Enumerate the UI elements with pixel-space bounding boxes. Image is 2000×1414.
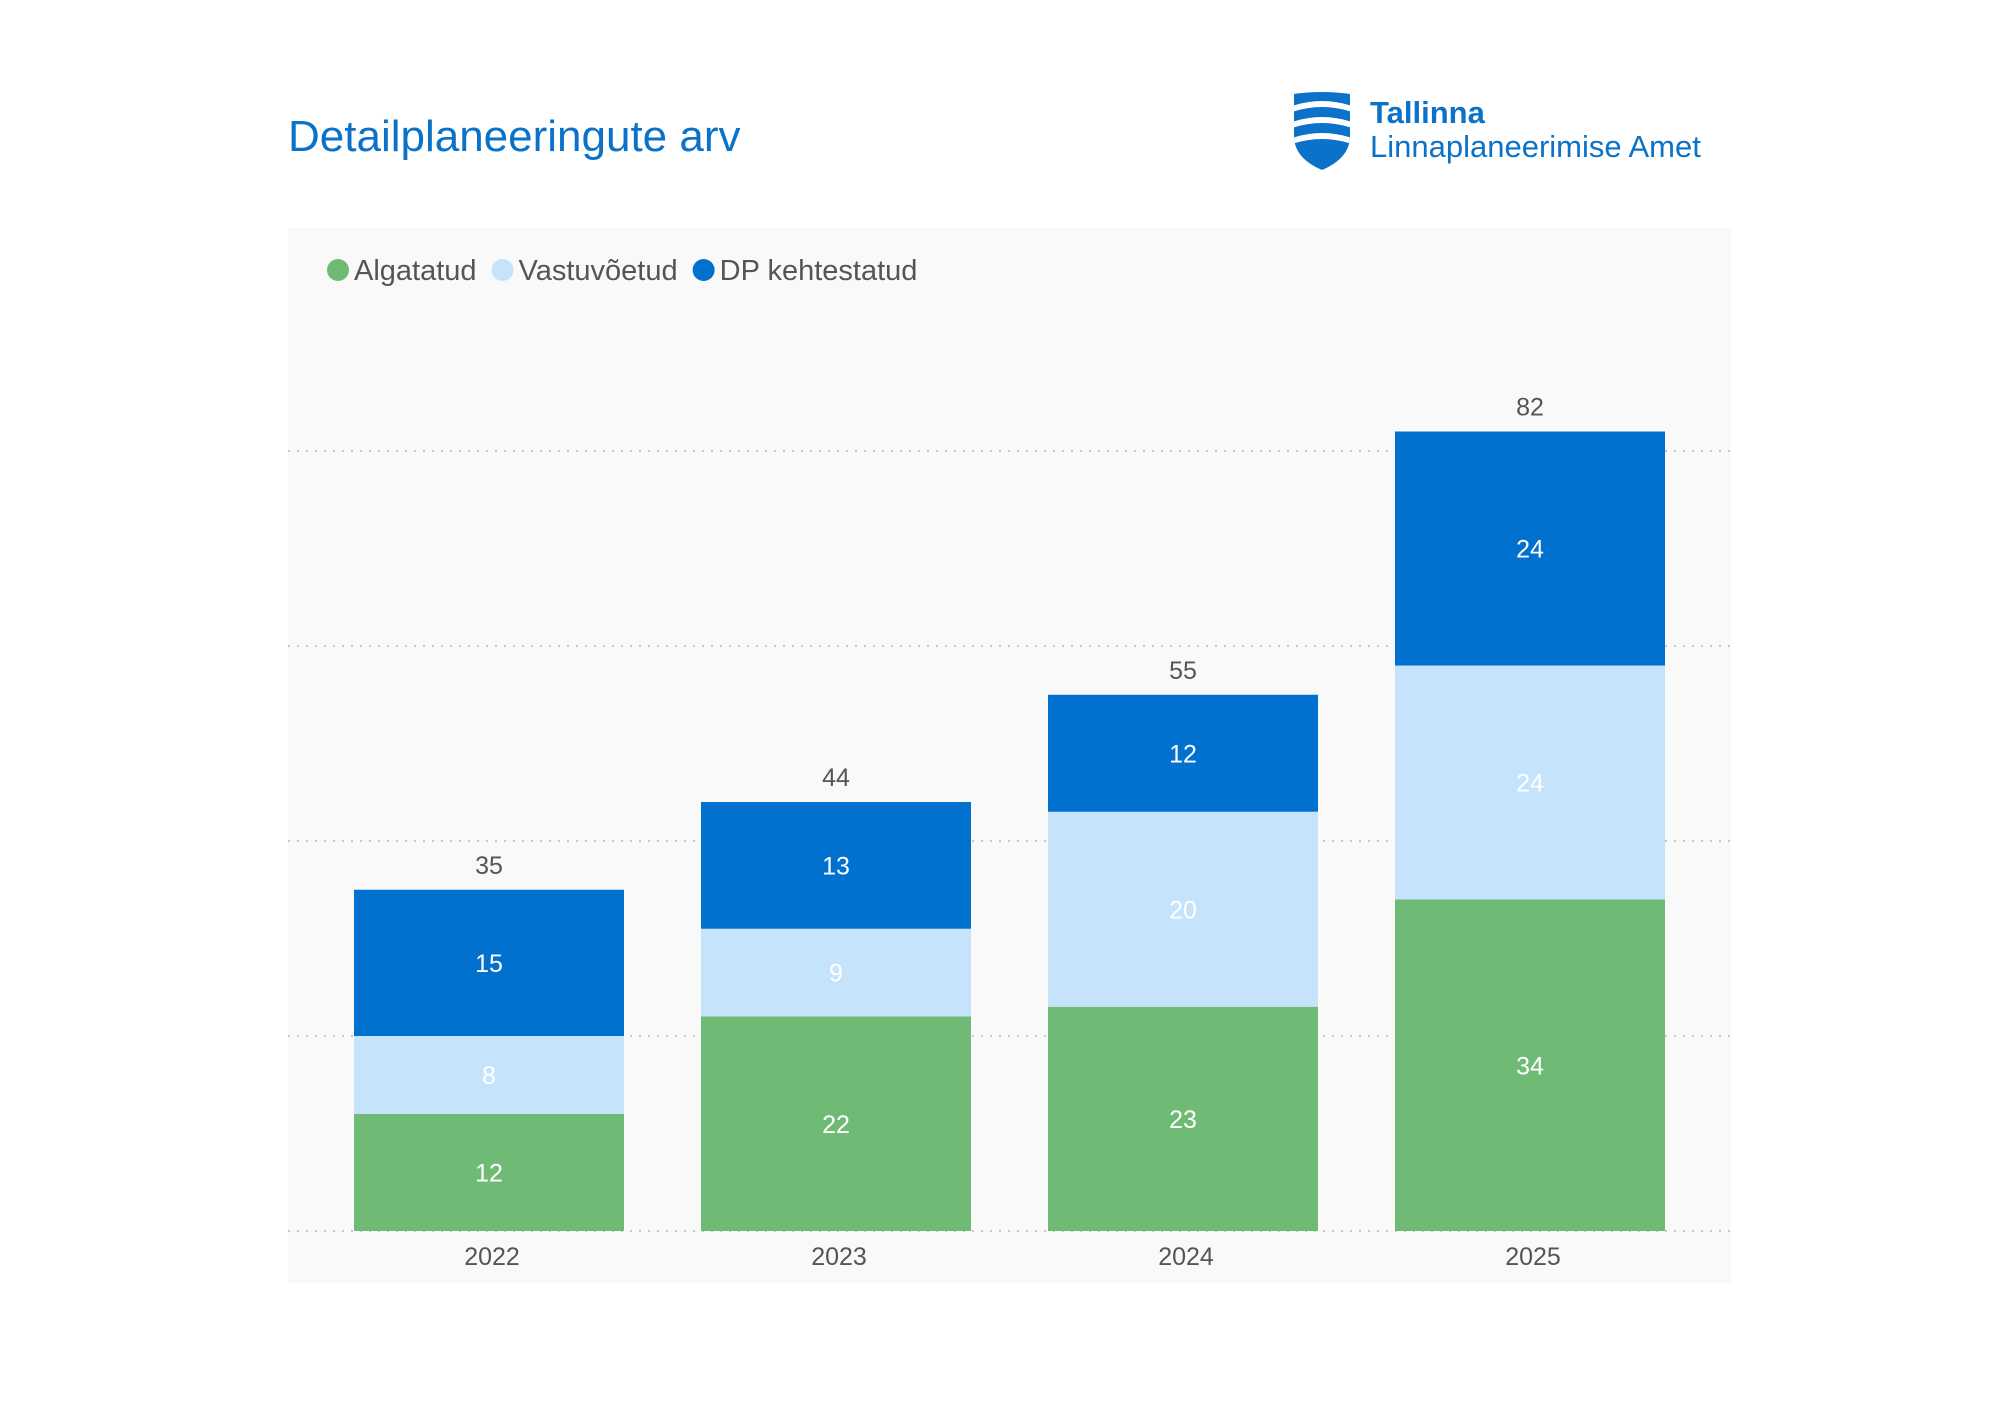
data-label-2022-2: 15 xyxy=(475,950,503,978)
total-label-2025: 82 xyxy=(1516,394,1544,422)
legend-label-2[interactable]: DP kehtestatud xyxy=(720,255,918,287)
data-label-2023-0: 22 xyxy=(822,1111,850,1139)
bar-segment-2025-2[interactable] xyxy=(1395,431,1665,666)
chart-panel: Algatatud Vastuvõetud DP kehtestatud 12 8 15 3… xyxy=(288,228,1731,1283)
legend-marker-2 xyxy=(692,259,715,281)
bar-segment-2025-1[interactable] xyxy=(1395,665,1665,900)
x-tick-label-2022: 2022 xyxy=(464,1243,520,1271)
data-label-2024-2: 12 xyxy=(1169,740,1197,768)
legend-label-0[interactable]: Algatatud xyxy=(354,255,477,287)
legend-label-1[interactable]: Vastuvõetud xyxy=(519,255,678,287)
bar-segment-2022-2[interactable] xyxy=(354,889,624,1036)
logo-line-2: Linnaplaneerimise Amet xyxy=(1370,129,1701,164)
bar-segment-2022-0[interactable] xyxy=(354,1114,624,1231)
data-label-2022-1: 8 xyxy=(482,1062,496,1090)
data-label-2022-0: 12 xyxy=(475,1160,503,1188)
data-label-2023-1: 9 xyxy=(829,960,843,988)
data-label-2024-1: 20 xyxy=(1169,896,1197,924)
bar-segment-2024-0[interactable] xyxy=(1048,1006,1318,1231)
total-label-2023: 44 xyxy=(822,764,850,792)
x-tick-label-2023: 2023 xyxy=(811,1243,867,1271)
data-label-2025-0: 34 xyxy=(1516,1052,1544,1080)
x-tick-label-2025: 2025 xyxy=(1505,1243,1561,1271)
organization-logo: Tallinna Linnaplaneerimise Amet xyxy=(1292,92,1752,172)
bar-segment-2023-2[interactable] xyxy=(701,802,971,929)
total-label-2024: 55 xyxy=(1169,657,1197,685)
bar-segment-2024-2[interactable] xyxy=(1048,694,1318,812)
stacked-bar-chart: Algatatud Vastuvõetud DP kehtestatud 12 8 15 3… xyxy=(288,255,1731,1271)
legend-marker-1 xyxy=(491,259,514,281)
bar-segment-2022-1[interactable] xyxy=(354,1036,624,1114)
data-label-2024-0: 23 xyxy=(1169,1106,1197,1134)
total-label-2022: 35 xyxy=(475,852,503,880)
page-title: Detailplaneeringute arv xyxy=(288,112,741,161)
bar-segment-2023-0[interactable] xyxy=(701,1016,971,1232)
legend-marker-0 xyxy=(327,259,349,281)
data-label-2025-2: 24 xyxy=(1516,536,1544,564)
logo-line-1: Tallinna xyxy=(1370,95,1485,130)
x-tick-label-2024: 2024 xyxy=(1158,1243,1214,1271)
bar-segment-2023-1[interactable] xyxy=(701,928,971,1017)
bar-segment-2024-1[interactable] xyxy=(1048,811,1318,1007)
bar-segment-2025-0[interactable] xyxy=(1395,899,1665,1232)
data-label-2023-2: 13 xyxy=(822,852,850,880)
data-label-2025-1: 24 xyxy=(1516,770,1544,798)
logo-text: Tallinna Linnaplaneerimise Amet xyxy=(1370,96,1701,164)
tallinn-shield-icon xyxy=(1294,92,1350,170)
